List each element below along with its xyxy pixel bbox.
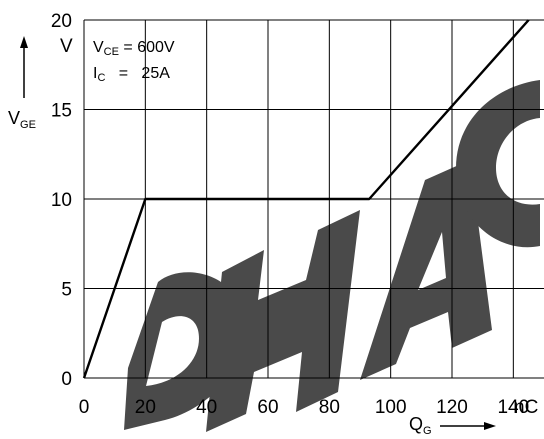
y-tick-label: 0 bbox=[61, 369, 72, 390]
watermark-letter-a bbox=[360, 160, 492, 380]
svg-text:QG: QG bbox=[409, 414, 432, 437]
annotation-ic-sub: C bbox=[97, 72, 105, 84]
y-tick-label: 5 bbox=[61, 280, 72, 301]
y-axis-label: VGE bbox=[8, 36, 36, 131]
y-unit-label: V bbox=[60, 36, 73, 57]
y-axis-arrow-head bbox=[20, 36, 28, 48]
y-axis-label-main: V bbox=[8, 108, 20, 128]
condition-annotation: VCE = 600V IC = 25A bbox=[93, 39, 175, 84]
x-axis-arrow-head bbox=[484, 422, 496, 430]
y-tick-label: 20 bbox=[51, 11, 72, 32]
watermark-letter-c bbox=[456, 80, 540, 248]
x-axis-label: QG bbox=[409, 414, 496, 437]
annotation-vce-sub: CE bbox=[104, 46, 119, 58]
annotation-ic-value: = 25A bbox=[105, 65, 170, 82]
y-tick-label: 10 bbox=[51, 190, 72, 211]
x-tick-label: 60 bbox=[257, 397, 278, 418]
svg-text:VGE: VGE bbox=[8, 108, 36, 131]
y-tick-labels: 0 5 10 15 20 bbox=[51, 11, 72, 390]
x-tick-label: 100 bbox=[375, 397, 407, 418]
x-tick-label: 80 bbox=[319, 397, 340, 418]
watermark bbox=[124, 80, 540, 432]
y-tick-label: 15 bbox=[51, 101, 72, 122]
watermark-letter-h bbox=[206, 210, 360, 432]
svg-text:VCE = 600V: VCE = 600V bbox=[93, 39, 175, 58]
x-tick-label: 20 bbox=[135, 397, 156, 418]
annotation-ic-main: I bbox=[93, 65, 97, 82]
y-axis-label-sub: GE bbox=[20, 119, 36, 131]
x-tick-label: 120 bbox=[436, 397, 468, 418]
x-axis-label-sub: G bbox=[423, 425, 432, 437]
svg-text:IC = 25A: IC = 25A bbox=[93, 65, 170, 84]
series-group bbox=[82, 19, 530, 379]
annotation-vce-value: = 600V bbox=[119, 39, 175, 56]
x-axis-label-main: Q bbox=[409, 414, 423, 434]
series-line bbox=[82, 19, 530, 379]
x-unit-label: nC bbox=[514, 397, 538, 418]
x-tick-label: 140 bbox=[497, 397, 529, 418]
x-tick-label: 0 bbox=[79, 397, 90, 418]
annotation-vce-main: V bbox=[93, 39, 104, 56]
x-tick-labels: 0 20 40 60 80 100 120 140 bbox=[79, 397, 529, 418]
x-tick-label: 40 bbox=[196, 397, 217, 418]
